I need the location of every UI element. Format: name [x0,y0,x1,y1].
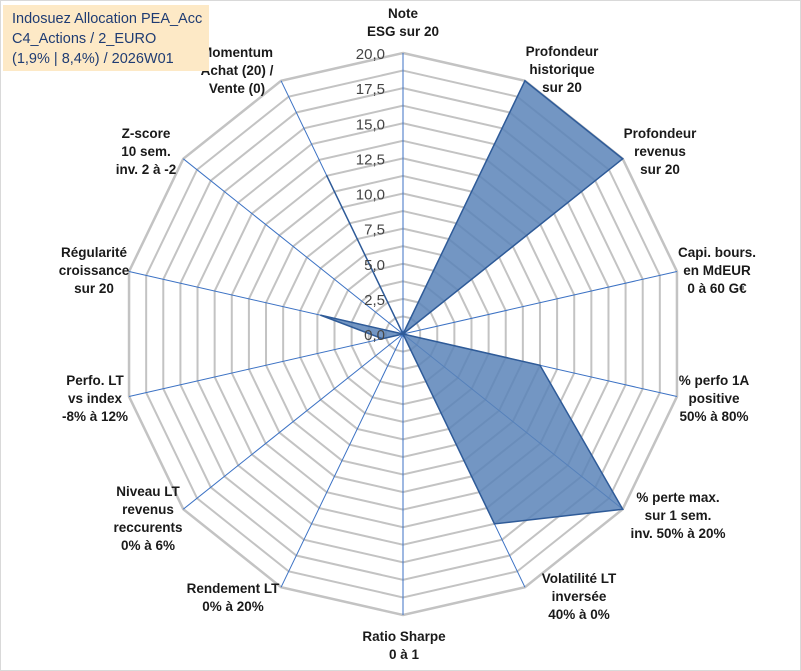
axis-spoke [128,333,404,398]
tick-label: 2,5 [364,292,385,309]
chart-title-box: Indosuez Allocation PEA_Acc C4_Actions /… [3,5,209,71]
axis-label: Z-score 10 sem. inv. 2 à -2 [116,126,177,177]
axis-label: Perfo. LT vs index -8% à 12% [62,373,128,424]
series-point [402,333,404,335]
axis-label-line: 0% à 6% [121,538,175,553]
axis-label-line: croissance [59,263,130,278]
axis-label: Profondeur revenus sur 20 [624,126,697,177]
radar-axis-labels: Note ESG sur 20 Profondeur historique sur 20… [59,6,756,662]
axis-label-line: sur 20 [640,162,680,177]
axis-label-line: vs index [68,391,123,406]
axis-label-line: Momentum [201,45,273,60]
series-point [493,523,496,525]
axis-label-line: Vente (0) [209,81,265,96]
series-point [524,80,526,82]
axis-label: Ratio Sharpe 0 à 1 [362,629,446,662]
axis-label-line: positive [688,391,740,406]
series-point [325,174,328,177]
axis-spoke [182,333,404,510]
radar-tick-labels: 0,0 2,5 5,0 7,5 10,0 12,5 15,0 17,5 20,0 [356,46,385,344]
axis-label: Capi. bours. en MdEUR 0 à 60 G€ [678,245,756,296]
axis-label: Rendement LT 0% à 20% [187,581,281,614]
axis-label: % perfo 1A positive 50% à 80% [679,373,750,424]
axis-label-line: 10 sem. [121,144,171,159]
axis-label-line: historique [529,62,595,77]
axis-label-line: % perfo 1A [679,373,750,388]
axis-label-line: Niveau LT [116,484,180,499]
axis-label-line: Régularité [61,245,128,260]
tick-label: 15,0 [356,116,385,133]
axis-label-line: revenus [122,502,174,517]
axis-label-line: en MdEUR [683,263,751,278]
axis-label-line: inv. 50% à 20% [630,526,725,541]
axis-spoke [182,158,404,335]
axis-label-line: 50% à 80% [679,409,748,424]
axis-label-line: Ratio Sharpe [362,629,446,644]
axis-label-line: Perfo. LT [66,373,124,388]
title-line-2: C4_Actions / 2_EURO [12,31,157,47]
axis-label-line: inv. 2 à -2 [116,162,177,177]
axis-label: Niveau LT revenus reccurents 0% à 6% [113,484,182,553]
axis-label-line: Note [388,6,418,21]
series-point [621,157,624,160]
axis-label-line: Achat (20) / [201,63,274,78]
axis-label-line: sur 20 [74,281,114,296]
radar-series [320,79,624,525]
axis-label-line: revenus [634,144,686,159]
series-point [621,508,624,511]
tick-label: 10,0 [356,187,385,204]
axis-label: Régularité croissance sur 20 [59,245,130,296]
axis-label-line: Profondeur [624,126,697,141]
tick-label: 5,0 [364,257,385,274]
axis-label-line: 40% à 0% [548,607,610,622]
axis-label-line: Profondeur [526,44,599,59]
axis-label-line: inversée [552,589,607,604]
axis-label-line: ESG sur 20 [367,24,439,39]
title-line-3: (1,9% | 8,4%) / 2026W01 [12,51,174,67]
axis-label: Profondeur historique sur 20 [526,44,599,95]
axis-label-line: 0% à 20% [202,599,264,614]
series-point [320,314,322,317]
series-point [539,364,541,367]
tick-label: 12,5 [356,151,385,168]
axis-label-line: Rendement LT [187,581,281,596]
axis-label-line: sur 1 sem. [645,508,712,523]
tick-label: 20,0 [356,46,385,63]
axis-label-line: 0 à 1 [389,647,420,662]
axis-label-line: -8% à 12% [62,409,128,424]
axis-label: Volatilité LT inversée 40% à 0% [542,571,617,622]
axis-label-line: Volatilité LT [542,571,617,586]
axis-label-line: 0 à 60 G€ [687,281,747,296]
tick-label: 7,5 [364,222,385,239]
axis-label-line: Capi. bours. [678,245,756,260]
tick-label: 0,0 [364,327,385,344]
axis-spoke [280,333,404,588]
axis-label-line: Z-score [122,126,171,141]
axis-label-line: reccurents [113,520,182,535]
series-point [381,337,384,340]
tick-label: 17,5 [356,81,385,98]
title-line-1: Indosuez Allocation PEA_Acc [12,11,203,27]
axis-label-line: % perte max. [636,490,719,505]
axis-label: Momentum Achat (20) / Vente (0) [201,45,274,96]
axis-label: Note ESG sur 20 [367,6,439,39]
axis-label-line: sur 20 [542,80,582,95]
axis-label: % perte max. sur 1 sem. inv. 50% à 20% [630,490,725,541]
axis-spoke [402,270,678,335]
